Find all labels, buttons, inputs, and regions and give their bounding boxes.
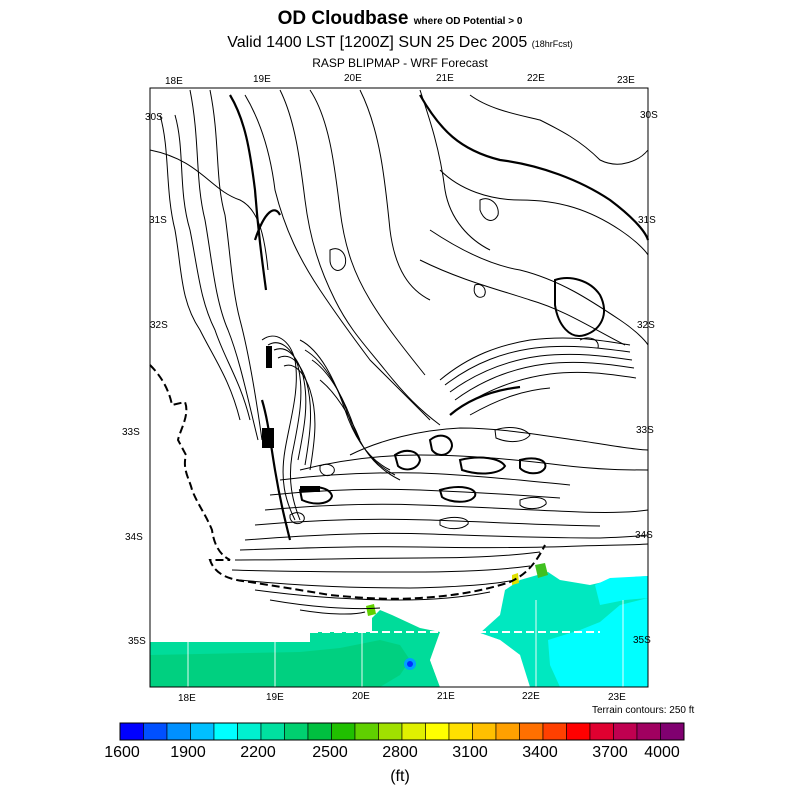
field-region-east-cyan-2 (595, 576, 648, 605)
colorbar-cell (542, 722, 567, 741)
lat-label-left: 32S (150, 320, 168, 331)
field-spot-green (535, 563, 548, 578)
colorbar-cell (307, 722, 332, 741)
colorbar-cell (378, 722, 403, 741)
lat-label-right: 30S (640, 110, 658, 121)
colorbar-label: 3100 (452, 744, 488, 761)
colorbar-cell (448, 722, 473, 741)
field-spot-west (366, 604, 376, 616)
colorbar-cell (237, 722, 262, 741)
colorbar-cells (119, 722, 685, 741)
field-region-south-dark (150, 640, 410, 687)
forecast-source: RASP BLIPMAP - WRF Forecast (312, 56, 488, 70)
lon-label-bottom: 23E (608, 692, 626, 703)
colorbar-label: 2800 (382, 744, 418, 761)
lat-label-right: 32S (637, 320, 655, 331)
valid-text: Valid 1400 LST [1200Z] SUN 25 Dec 2005 (227, 34, 528, 51)
colorbar-cell (472, 722, 497, 741)
lon-label-top: 20E (344, 73, 362, 84)
top-longitude-labels: 18E 19E 20E 21E 22E 23E (165, 73, 635, 87)
field-gap-1 (430, 632, 525, 687)
terrain-contour-note: Terrain contours: 250 ft (592, 705, 695, 716)
lon-label-top: 21E (436, 73, 454, 84)
lat-label-left: 30S (145, 112, 163, 123)
colorbar-cell (519, 722, 544, 741)
left-latitude-labels: 30S 31S 32S 33S 34S 35S (122, 112, 168, 647)
lon-label-bottom: 19E (266, 692, 284, 703)
colorbar-cell (190, 722, 215, 741)
colorbar-label: 1900 (170, 744, 206, 761)
colorbar-cell (589, 722, 614, 741)
colorbar-cell (331, 722, 356, 741)
forecast-hour: (18hrFcst) (531, 39, 573, 49)
lat-label-right: 35S (633, 635, 651, 646)
terrain-contours-bold (229, 94, 650, 541)
graticule (187, 600, 624, 687)
dense-contour-blocks (262, 346, 320, 492)
colorbar-cell (425, 722, 450, 741)
field-spot-blue-center (407, 661, 413, 667)
colorbar-cell (613, 722, 638, 741)
colorbar-cell (354, 722, 379, 741)
colorbar-label: 1600 (104, 744, 140, 761)
lat-label-right: 31S (638, 215, 656, 226)
colorbar-frame (119, 722, 685, 741)
colorbar-cell (213, 722, 238, 741)
lat-label-right: 33S (636, 425, 654, 436)
title-main: OD Cloudbase (277, 8, 409, 29)
lon-label-top: 22E (527, 73, 545, 84)
colorbar-cell (495, 722, 520, 741)
colorbar-cell (660, 722, 685, 741)
colorbar-cell (119, 722, 144, 741)
colorbar-unit: (ft) (390, 768, 410, 785)
colorbar-cell (401, 722, 426, 741)
colorbar-label: 2200 (240, 744, 276, 761)
lat-label-right: 34S (635, 530, 653, 541)
lon-label-bottom: 21E (437, 691, 455, 702)
coastline (149, 364, 546, 600)
lat-label-left: 33S (122, 427, 140, 438)
colorbar-cell (166, 722, 191, 741)
lon-label-bottom: 22E (522, 691, 540, 702)
colorbar-label: 3700 (592, 744, 628, 761)
colorbar-cell (260, 722, 285, 741)
lon-label-bottom: 20E (352, 691, 370, 702)
colorbar-label: 4000 (644, 744, 680, 761)
lon-label-top: 19E (253, 74, 271, 85)
colorbar-label: 3400 (522, 744, 558, 761)
colorbar-cell (284, 722, 309, 741)
colorbar-cell (636, 722, 661, 741)
chart-title: OD Cloudbase where OD Potential > 0 (0, 8, 800, 30)
lon-label-top: 23E (617, 75, 635, 86)
map-frame (149, 87, 649, 688)
right-latitude-labels: 30S 31S 32S 33S 34S 35S (633, 110, 658, 646)
terrain-contours (149, 89, 649, 615)
lat-label-left: 35S (128, 636, 146, 647)
colorbar-cell (143, 722, 168, 741)
colorbar-label: 2500 (312, 744, 348, 761)
lon-label-top: 18E (165, 76, 183, 87)
lat-label-left: 34S (125, 532, 143, 543)
lat-label-left: 31S (149, 215, 167, 226)
colorbar-cell (566, 722, 591, 741)
valid-time: Valid 1400 LST [1200Z] SUN 25 Dec 2005 (… (0, 34, 800, 52)
lon-label-bottom: 18E (178, 693, 196, 704)
bottom-longitude-labels: 18E 19E 20E 21E 22E 23E (178, 691, 626, 704)
title-qualifier: where OD Potential > 0 (413, 16, 523, 27)
